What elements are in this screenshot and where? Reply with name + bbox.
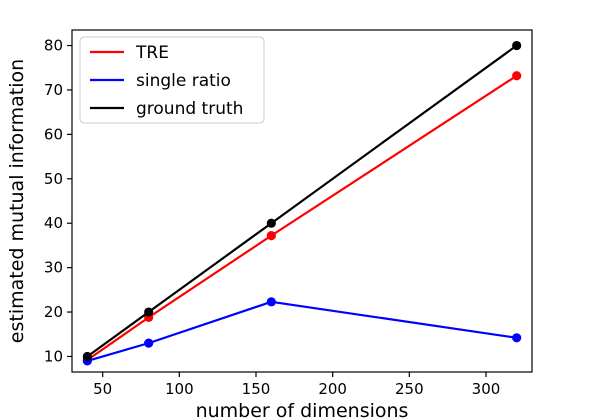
y-axis-label: estimated mutual information — [6, 59, 28, 343]
x-tick-label-0: 50 — [93, 380, 112, 398]
y-tick-label-1: 20 — [44, 303, 63, 321]
x-axis-label: number of dimensions — [196, 400, 409, 420]
y-tick-label-5: 60 — [44, 125, 63, 143]
axes-frame — [71, 29, 533, 373]
series-line-0 — [86, 74, 518, 361]
series-line-1 — [87, 300, 517, 362]
legend-box — [79, 36, 265, 124]
y-tick-label-0: 10 — [44, 347, 63, 365]
series-line-2 — [86, 44, 518, 358]
y-tick-label-7: 80 — [44, 37, 63, 55]
y-tick-label-4: 50 — [44, 170, 63, 188]
legend-label-0: TRE — [135, 43, 169, 63]
axes-layer: 50 100 150 200 250 300 10 20 30 40 50 60 70 80 — [44, 29, 533, 398]
data-point-1-3 — [512, 333, 522, 343]
series-layer — [82, 40, 522, 366]
data-point-1-2 — [266, 297, 276, 307]
x-tick-label-1: 100 — [165, 380, 194, 398]
y-tick-label-2: 30 — [44, 259, 63, 277]
y-tick-label-6: 70 — [44, 81, 63, 99]
data-point-2-2 — [266, 218, 276, 228]
y-tick-label-3: 40 — [44, 214, 63, 232]
data-point-1-1 — [144, 338, 154, 348]
x-tick-label-3: 200 — [318, 380, 347, 398]
x-tick-label-2: 150 — [242, 380, 271, 398]
legend: TRE single ratio ground truth — [79, 36, 265, 124]
legend-label-1: single ratio — [136, 71, 231, 91]
data-point-2-3 — [512, 40, 522, 51]
x-tick-label-5: 300 — [472, 380, 501, 398]
x-tick-label-4: 250 — [395, 380, 424, 398]
data-point-2-0 — [82, 351, 92, 362]
data-point-0-3 — [512, 71, 522, 81]
data-point-0-2 — [266, 231, 276, 241]
legend-label-2: ground truth — [136, 99, 243, 119]
data-point-2-1 — [144, 307, 154, 317]
